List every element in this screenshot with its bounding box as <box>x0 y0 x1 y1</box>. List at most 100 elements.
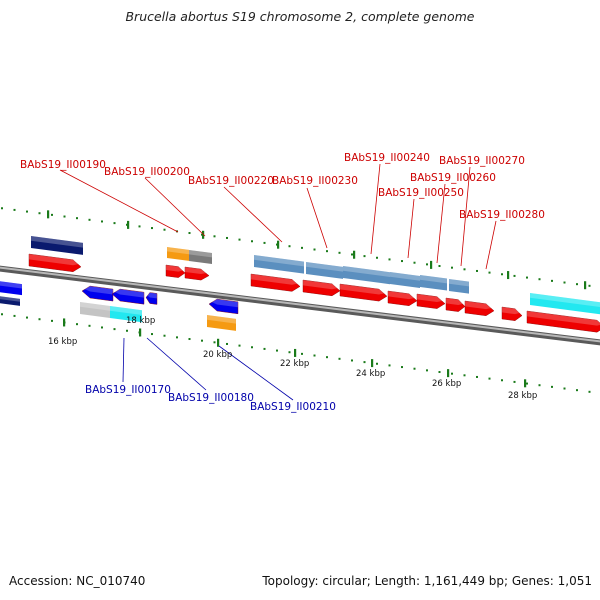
bottom-leader-line-2 <box>218 345 294 401</box>
bottom-track-major-tick <box>524 379 527 388</box>
scale-label-28kbp: 28 kbp <box>508 391 537 401</box>
gene-label-babs19-ii00280: BAbS19_II00280 <box>459 209 545 221</box>
orange-feature-gloss <box>167 247 189 255</box>
bottom-track-minor-tick <box>338 357 341 360</box>
top-track-minor-tick <box>463 268 466 271</box>
bottom-track-minor-tick <box>526 382 528 385</box>
gene-babs19-ii00280-gloss <box>465 301 494 310</box>
misc-feature-4-shape <box>390 272 420 288</box>
scale-label-18kbp: 18 kbp <box>126 316 155 326</box>
gene-babs19-ii00280 <box>464 300 495 316</box>
top-track-minor-tick <box>101 220 103 223</box>
gene-label-babs19-ii00230: BAbS19_II00230 <box>272 175 358 187</box>
bottom-track-minor-tick <box>113 328 116 331</box>
misc-feature-1-gloss <box>254 254 304 267</box>
gene-babs19-ii00250-shape <box>387 290 418 306</box>
bottom-leader-line-0 <box>122 337 125 383</box>
gene-babs19-ii00200-a-shape <box>165 264 186 278</box>
top-track-minor-tick <box>88 218 91 221</box>
gray-feature-gloss <box>189 250 212 258</box>
scale-label-16kbp: 16 kbp <box>48 337 77 347</box>
gene-forward-30kbp-gloss <box>527 311 600 326</box>
gene-babs19-ii00190 <box>28 253 82 273</box>
gene-label-babs19-ii00200: BAbS19_II00200 <box>104 166 190 178</box>
bottom-track-minor-tick <box>176 336 178 339</box>
gene-babs19-ii00230 <box>302 279 341 297</box>
lightgray-feature <box>80 302 110 318</box>
gene-babs19-ii00200-shape <box>184 266 210 281</box>
gray-feature-shape <box>189 250 212 265</box>
top-leader-line-7 <box>460 166 471 267</box>
bottom-track-minor-tick <box>1 313 3 316</box>
gene-babs19-ii00180-rev-gloss <box>112 289 144 298</box>
top-track-minor-tick <box>413 261 416 264</box>
bottom-track-minor-tick <box>588 390 591 393</box>
gene-babs19-ii00250-gloss <box>388 291 417 300</box>
backbone <box>0 265 600 346</box>
misc-feature-2 <box>306 262 343 279</box>
top-track-minor-tick <box>538 278 541 281</box>
bottom-track-minor-tick <box>151 333 153 336</box>
gene-babs19-ii00230-gloss <box>303 280 340 290</box>
bottom-track-minor-tick <box>301 352 303 355</box>
bottom-track-minor-tick <box>188 338 191 341</box>
top-track-minor-tick <box>113 222 116 225</box>
scale-label-22kbp: 22 kbp <box>280 359 309 369</box>
gene-babs19-ii00180-rev-shape <box>111 288 145 305</box>
gene-label-babs19-ii00180: BAbS19_II00180 <box>168 392 254 404</box>
gene-label-babs19-ii00270: BAbS19_II00270 <box>439 155 525 167</box>
bottom-track-minor-tick <box>76 323 78 326</box>
bottom-track-minor-tick <box>213 341 216 344</box>
top-track-major-tick <box>507 271 510 280</box>
bottom-track-minor-tick <box>313 354 316 357</box>
bottom-track-minor-tick <box>351 359 353 362</box>
bottom-track-major-tick <box>217 338 220 347</box>
top-track-minor-tick <box>513 274 516 277</box>
top-track-major-tick <box>277 240 280 249</box>
top-track-minor-tick <box>576 283 578 286</box>
misc-feature-3-gloss <box>343 266 390 277</box>
gene-forward-29kbp-gloss <box>502 307 522 315</box>
misc-feature-4-gloss <box>390 272 420 281</box>
top-track-minor-tick <box>313 248 316 251</box>
top-track-minor-tick <box>76 217 78 220</box>
figure-title: Brucella abortus S19 chromosome 2, compl… <box>125 9 475 24</box>
top-track-minor-tick <box>488 271 491 274</box>
top-track-minor-tick <box>1 207 3 210</box>
top-track-minor-tick <box>238 238 241 241</box>
top-leader-line-1 <box>144 177 206 237</box>
gene-babs19-ii00210-rev <box>208 298 239 315</box>
bottom-track-major-tick <box>447 369 450 378</box>
cyan-feature-shape <box>530 293 600 315</box>
bottom-track-minor-tick <box>426 369 428 372</box>
gene-babs19-ii00260-gloss <box>417 294 445 303</box>
gene-babs19-ii00200 <box>184 266 210 281</box>
scale-label-20kbp: 20 kbp <box>203 350 232 360</box>
gene-reverse-small-shape <box>145 292 158 305</box>
top-leader-line-3 <box>306 187 328 249</box>
gene-label-babs19-ii00250: BAbS19_II00250 <box>378 187 464 199</box>
top-track-minor-tick <box>213 235 216 238</box>
gene-babs19-ii00190-gloss <box>29 254 81 266</box>
misc-feature-2-shape <box>306 262 343 279</box>
gene-babs19-ii00220 <box>250 273 301 292</box>
top-track-minor-tick <box>363 255 366 258</box>
lightgray-feature-gloss <box>80 302 110 311</box>
misc-feature-1 <box>254 254 304 274</box>
gene-babs19-ii00220-gloss <box>251 274 300 285</box>
gene-babs19-ii00250 <box>387 290 418 306</box>
top-track-minor-tick <box>188 232 191 235</box>
gene-babs19-ii00220-shape <box>250 273 301 292</box>
cyan-feature-gloss <box>530 293 600 308</box>
navy-feature-small-gloss <box>0 296 20 302</box>
gene-label-babs19-ii00220: BAbS19_II00220 <box>188 175 274 187</box>
bottom-track-minor-tick <box>463 374 466 377</box>
gene-babs19-ii00240-gloss <box>340 284 387 295</box>
bottom-track-minor-tick <box>438 371 441 374</box>
top-track-minor-tick <box>51 213 53 216</box>
bottom-track-minor-tick <box>126 329 128 332</box>
bottom-track-minor-tick <box>238 344 241 347</box>
bottom-track-minor-tick <box>501 379 503 382</box>
gene-babs19-ii00180-rev <box>111 288 145 305</box>
